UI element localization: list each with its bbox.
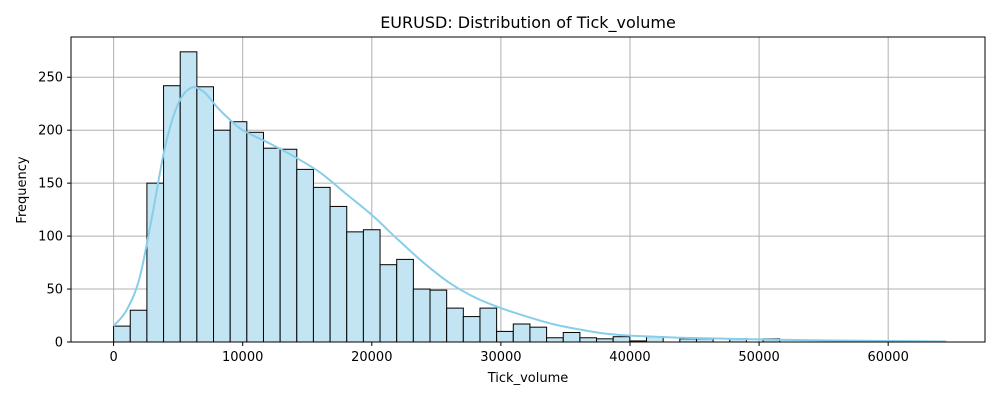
y-tick-label: 100 (38, 230, 63, 245)
histogram-bar (379, 264, 398, 343)
y-tick-label: 200 (38, 124, 63, 139)
histogram-bar (262, 147, 281, 343)
y-axis-label: Frequency (15, 156, 30, 223)
kde-curve (112, 86, 947, 343)
histogram-bar (446, 307, 464, 343)
histogram-bar (146, 182, 165, 343)
x-tick-label: 40000 (609, 350, 650, 365)
histogram-bar (229, 121, 248, 343)
histogram-bar (562, 331, 581, 343)
histogram-bar (196, 86, 215, 343)
histogram-bar (479, 307, 498, 343)
histogram-bar (113, 325, 131, 343)
histogram-bar (129, 309, 148, 343)
histogram-bar (329, 205, 348, 343)
y-tick-label: 150 (38, 177, 63, 192)
x-tick-label: 20000 (351, 350, 392, 365)
histogram-bar (512, 323, 531, 343)
histogram-bar (362, 229, 381, 343)
x-tick-label: 50000 (738, 350, 779, 365)
histogram-bar (396, 258, 414, 343)
chart-title: EURUSD: Distribution of Tick_volume (380, 13, 676, 33)
x-tick-label: 60000 (867, 350, 908, 365)
histogram-bar (529, 326, 548, 343)
histogram-bar (546, 337, 564, 343)
histogram-bar (296, 168, 314, 343)
histogram-bar (213, 129, 231, 343)
x-axis-label: Tick_volume (487, 371, 569, 386)
x-axis-ticks: 0 10000 20000 30000 40000 50000 60000 (109, 342, 909, 365)
x-tick-label: 0 (109, 350, 117, 365)
y-axis-ticks: 0 50 100 150 200 250 (38, 71, 71, 351)
plot-frame (70, 36, 986, 343)
histogram-bar (579, 337, 598, 343)
histogram-bar (246, 131, 264, 343)
histogram-bar (612, 336, 631, 343)
histogram-bar (462, 316, 481, 343)
histogram-bar (412, 288, 431, 343)
histogram-bar (496, 330, 514, 343)
y-tick-label: 50 (46, 283, 63, 298)
x-tick-label: 10000 (222, 350, 263, 365)
bars-layer (113, 51, 781, 343)
histogram-bar (346, 231, 364, 343)
y-tick-label: 250 (38, 71, 63, 86)
x-tick-label: 30000 (480, 350, 521, 365)
histogram-bar (312, 186, 331, 343)
histogram-bar (429, 289, 448, 343)
y-tick-label: 0 (55, 336, 63, 351)
histogram-bar (279, 148, 298, 343)
